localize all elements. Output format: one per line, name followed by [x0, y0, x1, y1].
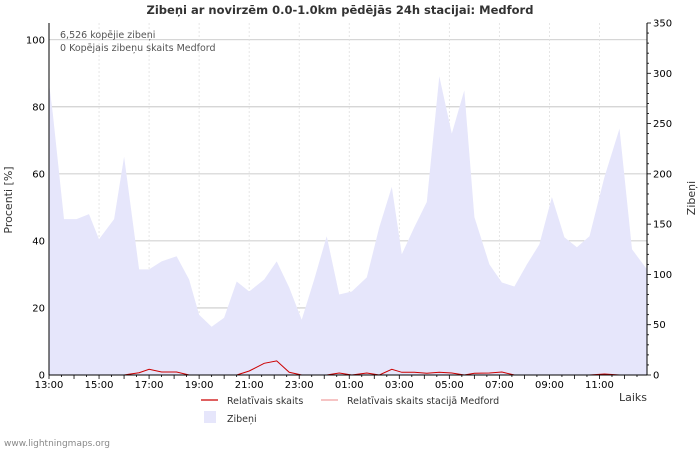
legend-strikes-swatch	[204, 411, 216, 423]
strikes-area	[49, 76, 647, 376]
legend-relative-label: Relatīvais skaits	[227, 396, 303, 407]
axes	[48, 22, 651, 379]
y-axis-right-label: Zibeņi	[685, 181, 698, 215]
y-left-tick-label: 40	[32, 236, 45, 247]
footer-credit: www.lightningmaps.org	[4, 439, 110, 449]
y-left-tick-label: 80	[32, 102, 45, 113]
x-tick-label: 03:00	[385, 380, 414, 391]
annotation-total: 6,526 kopējie zibeņi	[60, 30, 155, 41]
right-tick-labels: 0 50 100 150 200 250 300 350	[653, 19, 672, 382]
y-right-tick-label: 300	[653, 69, 672, 80]
legend-strikes-label: Zibeņi	[227, 414, 257, 425]
y-right-tick-label: 150	[653, 220, 672, 231]
y-left-tick-label: 60	[32, 169, 45, 180]
legend: Relatīvais skaits Relatīvais skaits stac…	[201, 396, 499, 425]
left-tick-labels: 0 20 40 60 80 100	[26, 35, 45, 381]
y-axis-left-label: Procenti [%]	[2, 166, 15, 233]
x-axis-label: Laiks	[619, 391, 647, 404]
y-right-tick-label: 200	[653, 169, 672, 180]
y-left-tick-label: 100	[26, 35, 45, 46]
x-tick-labels: 13:00 15:00 17:00 19:00 21:00 23:00 01:00 03:00…	[35, 380, 614, 391]
x-tick-label: 19:00	[185, 380, 214, 391]
x-tick-label: 23:00	[285, 380, 314, 391]
y-left-tick-label: 0	[39, 371, 45, 382]
annotation-station-total: 0 Kopējais zibeņu skaits Medford	[60, 43, 216, 54]
x-tick-label: 05:00	[435, 380, 464, 391]
x-tick-label: 15:00	[85, 380, 114, 391]
area-layer	[49, 76, 647, 376]
x-tick-label: 17:00	[135, 380, 164, 391]
y-right-tick-label: 50	[653, 320, 666, 331]
y-left-tick-label: 20	[32, 303, 45, 314]
x-tick-label: 11:00	[585, 380, 614, 391]
y-right-tick-label: 250	[653, 119, 672, 130]
y-right-tick-label: 350	[653, 19, 672, 30]
x-tick-label: 09:00	[535, 380, 564, 391]
y-right-tick-label: 0	[653, 371, 659, 382]
x-tick-label: 13:00	[35, 380, 64, 391]
legend-station-label: Relatīvais skaits stacijā Medford	[347, 396, 499, 407]
x-tick-label: 01:00	[335, 380, 364, 391]
x-tick-label: 07:00	[485, 380, 514, 391]
x-tick-label: 21:00	[235, 380, 264, 391]
y-right-tick-label: 100	[653, 270, 672, 281]
chart-title: Zibeņi ar novirzēm 0.0-1.0km pēdējās 24h…	[147, 3, 534, 17]
